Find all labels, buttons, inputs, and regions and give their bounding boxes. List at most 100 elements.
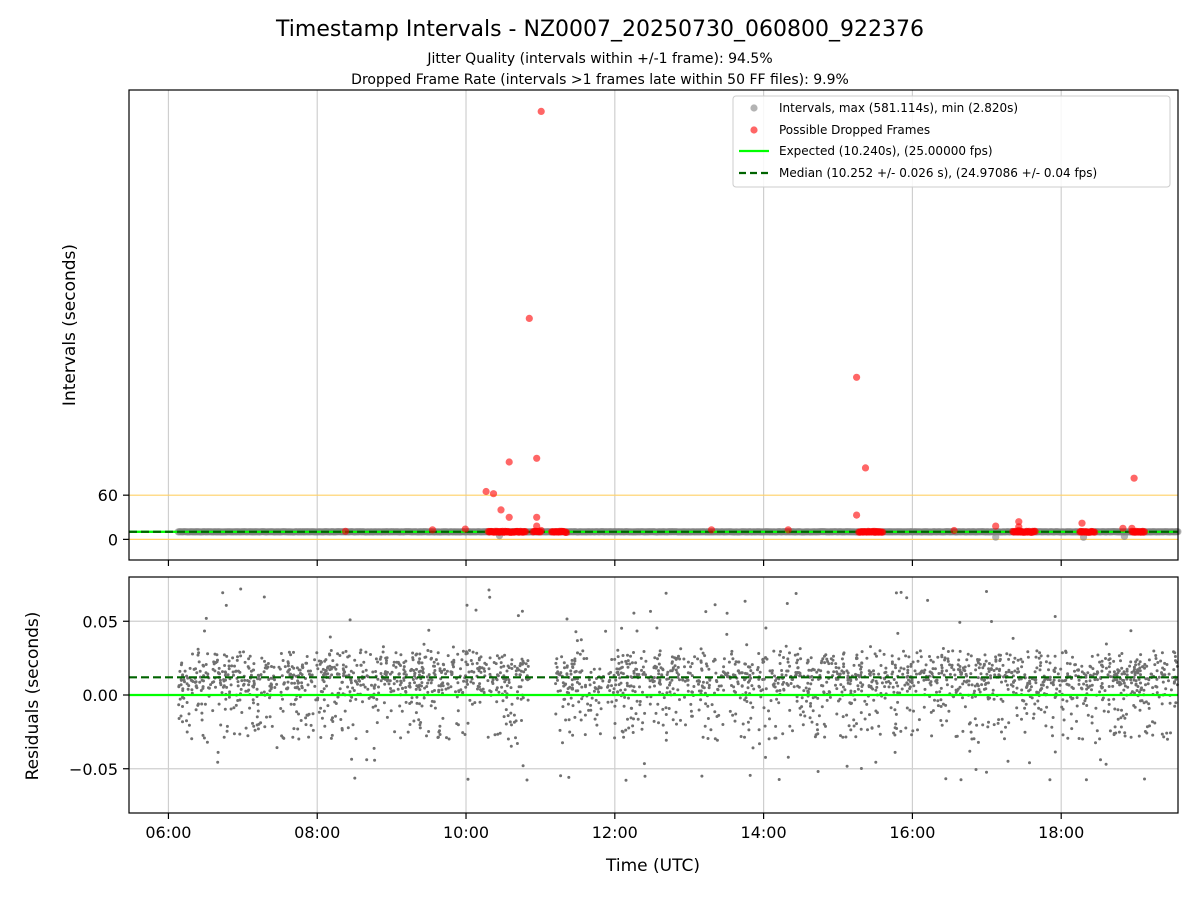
residual-point bbox=[627, 726, 631, 730]
residual-point bbox=[859, 673, 863, 677]
residual-point bbox=[632, 671, 636, 675]
residual-point bbox=[1146, 682, 1150, 686]
residual-point bbox=[319, 670, 323, 674]
residual-point bbox=[418, 673, 421, 677]
residual-point bbox=[488, 656, 492, 660]
residual-point bbox=[635, 699, 639, 703]
residual-point bbox=[875, 681, 879, 685]
residual-point bbox=[626, 665, 630, 669]
residual-point bbox=[840, 669, 844, 673]
residual-point bbox=[1048, 661, 1052, 665]
residual-point bbox=[612, 673, 616, 677]
residual-point bbox=[522, 670, 526, 674]
residual-point bbox=[1149, 672, 1153, 676]
residual-point bbox=[1123, 672, 1127, 676]
residual-point bbox=[1086, 713, 1090, 717]
residual-point bbox=[229, 683, 233, 687]
residual-point bbox=[1165, 663, 1169, 666]
residual-point bbox=[196, 647, 200, 651]
residual-point bbox=[1125, 712, 1128, 716]
residual-point bbox=[839, 683, 843, 687]
residual-point bbox=[700, 774, 704, 778]
residual-point bbox=[991, 688, 995, 692]
residual-point bbox=[487, 667, 491, 671]
residual-point bbox=[714, 671, 718, 675]
residual-point bbox=[429, 681, 433, 685]
residual-point bbox=[948, 663, 952, 667]
residual-point bbox=[907, 655, 911, 659]
residual-point bbox=[433, 706, 437, 710]
residual-point bbox=[359, 683, 363, 687]
residual-point bbox=[1058, 689, 1062, 693]
residual-point bbox=[994, 655, 998, 659]
residual-point bbox=[336, 695, 340, 699]
residual-point bbox=[778, 653, 782, 657]
residual-point bbox=[1077, 678, 1081, 682]
residual-point bbox=[466, 682, 469, 686]
residual-point bbox=[852, 663, 856, 667]
residual-point bbox=[916, 680, 920, 684]
residual-point bbox=[1132, 669, 1136, 673]
residual-point bbox=[263, 666, 267, 670]
residual-point bbox=[554, 682, 558, 686]
residual-point bbox=[1138, 669, 1142, 673]
residual-point bbox=[328, 675, 332, 679]
residual-point bbox=[676, 665, 680, 669]
residual-point bbox=[905, 689, 909, 693]
residual-point bbox=[516, 690, 519, 694]
dropped-frame-point bbox=[861, 464, 870, 472]
residual-point bbox=[464, 652, 468, 656]
residual-point bbox=[510, 667, 514, 670]
residual-point bbox=[969, 672, 973, 676]
residual-point bbox=[267, 678, 271, 681]
residual-point bbox=[976, 676, 980, 680]
residual-point bbox=[227, 695, 231, 699]
residual-point bbox=[246, 734, 250, 738]
residual-point bbox=[404, 686, 408, 689]
residual-point bbox=[1154, 657, 1158, 660]
residuals-points bbox=[177, 587, 1179, 782]
residual-point bbox=[938, 690, 942, 694]
residual-point bbox=[308, 673, 312, 677]
residual-point bbox=[493, 733, 497, 737]
residual-point bbox=[598, 667, 602, 671]
residual-point bbox=[792, 685, 796, 689]
residual-point bbox=[998, 657, 1002, 661]
residual-point bbox=[178, 669, 182, 673]
residual-point bbox=[954, 688, 958, 692]
residual-point bbox=[323, 724, 327, 728]
residual-point bbox=[222, 684, 226, 688]
residual-point bbox=[859, 767, 863, 770]
residual-point bbox=[567, 718, 571, 722]
residual-point bbox=[1104, 657, 1107, 660]
residual-point bbox=[1082, 702, 1085, 706]
residual-point bbox=[709, 728, 713, 732]
residual-point bbox=[825, 680, 829, 684]
residual-point bbox=[373, 758, 377, 762]
residual-point bbox=[389, 709, 393, 713]
residual-point bbox=[526, 698, 530, 702]
residual-point bbox=[488, 595, 492, 599]
residual-point bbox=[958, 685, 962, 689]
residual-point bbox=[590, 696, 594, 700]
residual-point bbox=[249, 669, 253, 673]
residual-point bbox=[595, 713, 599, 717]
residual-point bbox=[915, 672, 918, 676]
residual-point bbox=[769, 699, 773, 703]
residual-point bbox=[733, 719, 737, 723]
residual-point bbox=[1070, 697, 1074, 701]
residual-point bbox=[402, 665, 406, 669]
residuals-y-tick-label: −0.05 bbox=[69, 760, 118, 779]
residual-point bbox=[1034, 655, 1038, 659]
residual-point bbox=[992, 697, 996, 701]
residual-point bbox=[689, 665, 693, 669]
residual-point bbox=[275, 746, 279, 750]
residual-point bbox=[846, 678, 850, 682]
residual-point bbox=[506, 737, 510, 741]
residual-point bbox=[945, 678, 949, 682]
residual-point bbox=[242, 683, 245, 687]
residual-point bbox=[573, 715, 577, 719]
residuals-reference-lines bbox=[129, 676, 1178, 697]
residual-point bbox=[1138, 690, 1141, 694]
residual-point bbox=[1107, 685, 1111, 688]
